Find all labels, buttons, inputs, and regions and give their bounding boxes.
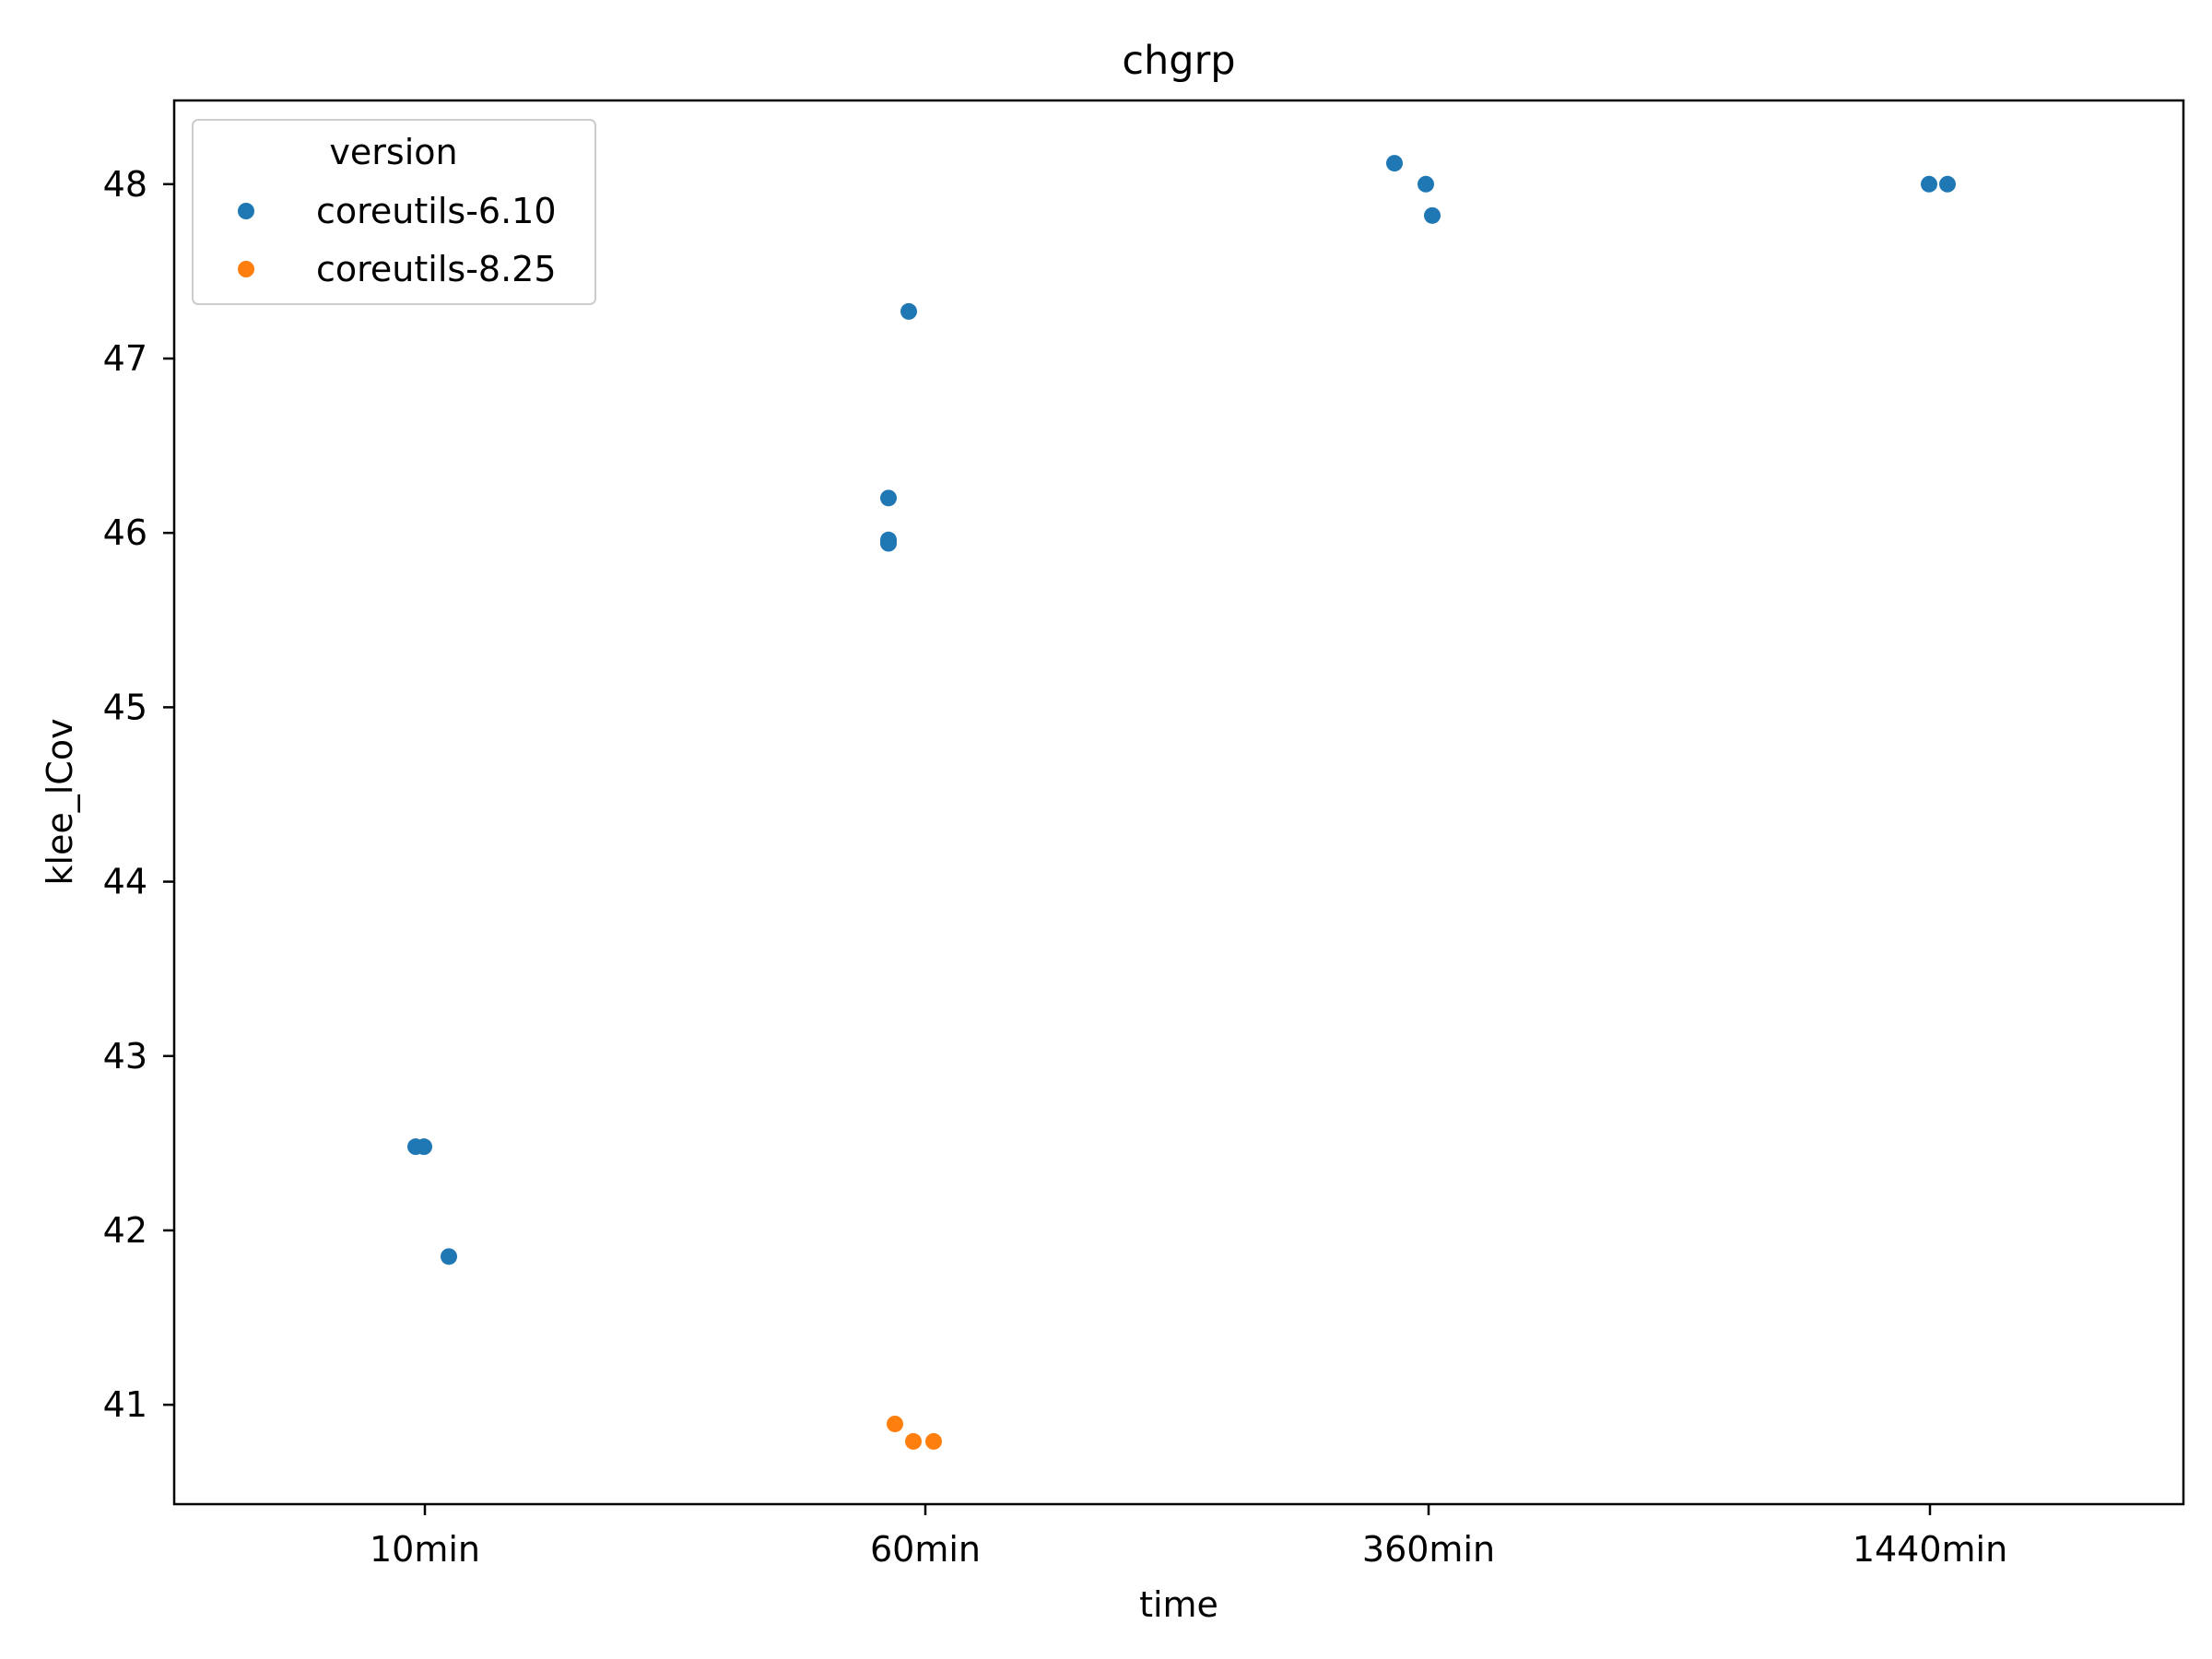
- y-tick-label: 47: [103, 338, 147, 379]
- data-point-coreutils-6-10: [900, 302, 917, 320]
- legend: version coreutils-6.10 coreutils-8.25: [192, 119, 596, 305]
- data-point-coreutils-6-10: [880, 535, 897, 552]
- y-tick-label: 46: [103, 512, 147, 553]
- legend-marker: [238, 203, 254, 219]
- data-point-coreutils-8-25: [925, 1432, 942, 1450]
- data-point-coreutils-6-10: [416, 1138, 432, 1156]
- legend-title: version: [329, 132, 457, 172]
- legend-label: coreutils-6.10: [316, 191, 557, 231]
- plot-area: [407, 155, 1956, 1450]
- x-tick-label: 10min: [370, 1529, 480, 1570]
- data-point-coreutils-8-25: [905, 1432, 922, 1450]
- data-point-coreutils-8-25: [887, 1415, 903, 1432]
- x-axis: 10min 60min 360min 1440min: [370, 1504, 2007, 1570]
- x-tick-label: 360min: [1362, 1529, 1495, 1570]
- data-point-coreutils-6-10: [1921, 175, 1937, 193]
- legend-entries: coreutils-6.10 coreutils-8.25: [238, 191, 557, 289]
- chart-title: chgrp: [1122, 38, 1235, 84]
- legend-label: coreutils-8.25: [316, 249, 557, 289]
- data-point-coreutils-6-10: [1418, 175, 1434, 193]
- y-tick-label: 42: [103, 1210, 147, 1251]
- y-tick-label: 45: [103, 687, 147, 727]
- data-point-coreutils-6-10: [1424, 206, 1441, 224]
- y-tick-label: 41: [103, 1384, 147, 1425]
- data-point-coreutils-6-10: [441, 1248, 457, 1265]
- legend-box: [192, 119, 596, 305]
- y-tick-label: 48: [103, 164, 147, 205]
- y-axis-label: klee_lCov: [40, 718, 80, 885]
- legend-marker: [238, 261, 254, 277]
- x-tick-label: 1440min: [1853, 1529, 2007, 1570]
- x-axis-label: time: [1139, 1584, 1218, 1625]
- plot-frame: [172, 99, 2185, 1506]
- x-tick-label: 60min: [870, 1529, 981, 1570]
- data-point-coreutils-6-10: [880, 489, 897, 507]
- y-axis: 41 42 43 44 45 46 47 48: [103, 164, 174, 1425]
- data-point-coreutils-6-10: [1386, 155, 1403, 172]
- y-tick-label: 43: [103, 1036, 147, 1077]
- data-point-coreutils-6-10: [1939, 175, 1956, 193]
- y-tick-label: 44: [103, 862, 147, 902]
